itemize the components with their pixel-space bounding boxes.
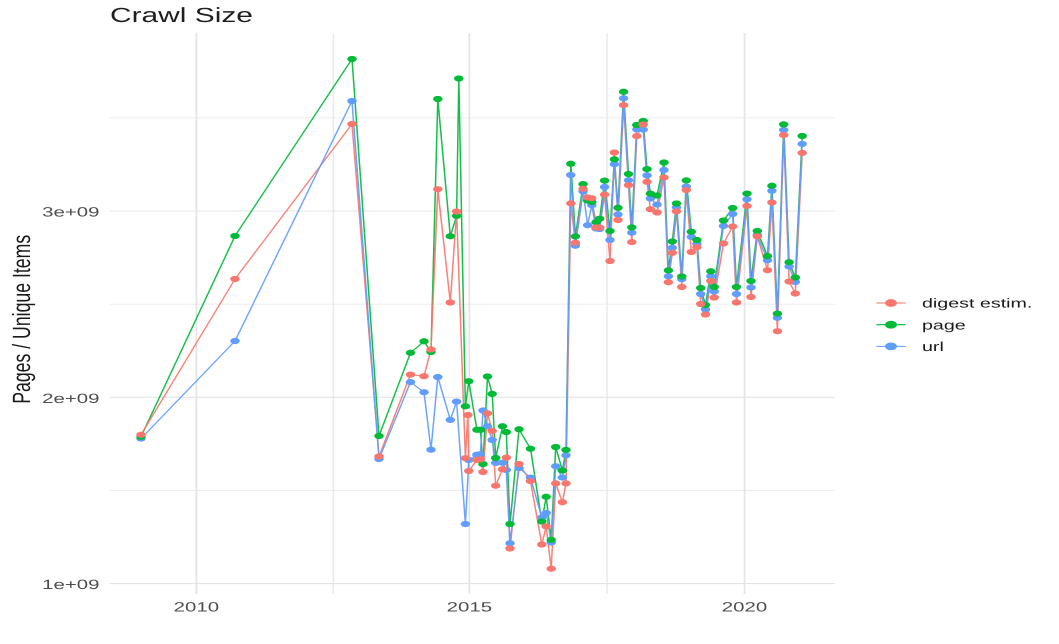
svg-text:url: url <box>922 339 944 354</box>
svg-text:2020: 2020 <box>722 600 767 615</box>
svg-text:2015: 2015 <box>447 600 492 615</box>
svg-text:2e+09: 2e+09 <box>42 391 99 406</box>
svg-text:3e+09: 3e+09 <box>42 205 99 220</box>
svg-text:Pages / Unique Items: Pages / Unique Items <box>9 235 36 404</box>
svg-text:digest estim.: digest estim. <box>922 296 1032 311</box>
svg-text:page: page <box>922 317 966 332</box>
svg-text:2010: 2010 <box>174 600 219 615</box>
svg-text:Crawl Size: Crawl Size <box>110 4 253 27</box>
svg-text:1e+09: 1e+09 <box>42 577 99 592</box>
